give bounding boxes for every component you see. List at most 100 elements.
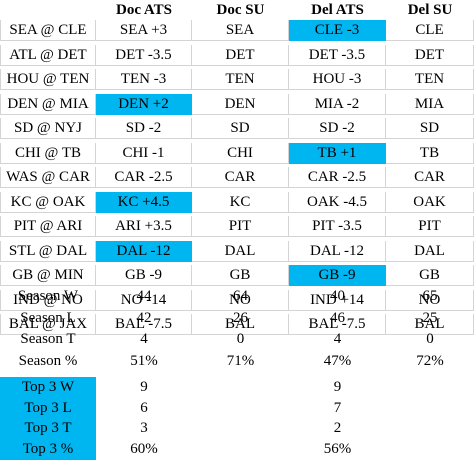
- header-cell-del-ats[interactable]: Del ATS: [311, 2, 364, 18]
- header-cell-doc-su[interactable]: Doc SU: [216, 2, 265, 18]
- doc-su-pick-cell[interactable]: BAL: [192, 314, 289, 335]
- doc-su-pick-cell[interactable]: DAL: [192, 240, 289, 262]
- doc-su-pick-cell[interactable]: PIT: [192, 216, 289, 237]
- doc-su-pick-cell[interactable]: TEN: [192, 69, 289, 90]
- del-ats-pick-cell[interactable]: CLE -3: [289, 20, 386, 41]
- season-doc-ats-cell[interactable]: 4: [140, 331, 148, 347]
- del-su-pick-cell[interactable]: TB: [386, 142, 474, 164]
- del-su-pick-cell[interactable]: CLE: [386, 20, 474, 41]
- del-su-pick-cell[interactable]: CAR: [386, 167, 474, 188]
- doc-ats-pick-cell[interactable]: DET -3.5: [96, 44, 192, 66]
- del-su-pick-cell[interactable]: DAL: [386, 240, 474, 262]
- top3-label-cell[interactable]: Top 3 %: [0, 438, 96, 460]
- doc-ats-pick-cell[interactable]: SEA +3: [96, 20, 192, 41]
- season-doc-ats-cell[interactable]: 44: [136, 288, 152, 304]
- season-del-ats-cell[interactable]: 40: [330, 288, 345, 304]
- season-label-cell[interactable]: Season W: [17, 288, 79, 304]
- game-matchup-cell[interactable]: ATL @ DET: [0, 44, 96, 66]
- del-ats-pick-cell[interactable]: DET -3.5: [289, 44, 386, 66]
- del-ats-pick-cell[interactable]: IND +14: [289, 289, 386, 311]
- season-del-ats-cell[interactable]: 4: [333, 331, 342, 347]
- del-su-pick-cell[interactable]: TEN: [386, 69, 474, 90]
- del-ats-pick-cell[interactable]: OAK -4.5: [289, 191, 386, 213]
- season-label-cell[interactable]: Season %: [18, 352, 78, 369]
- doc-su-pick-cell[interactable]: CHI: [192, 142, 289, 164]
- doc-su-pick-cell[interactable]: DET: [192, 44, 289, 66]
- top3-del-ats-cell[interactable]: 56%: [323, 440, 352, 457]
- top3-doc-ats-cell[interactable]: 6: [140, 399, 148, 416]
- header-cell-doc-ats[interactable]: Doc ATS: [116, 2, 172, 18]
- season-doc-su-cell[interactable]: 64: [233, 288, 248, 304]
- season-doc-su-cell[interactable]: 26: [233, 309, 248, 326]
- del-su-pick-cell[interactable]: MIA: [386, 93, 474, 115]
- top3-doc-ats-cell[interactable]: 9: [140, 379, 148, 395]
- game-matchup-cell[interactable]: STL @ DAL: [0, 240, 96, 262]
- top3-doc-ats-cell[interactable]: 60%: [130, 440, 158, 457]
- del-su-pick-cell[interactable]: SD: [386, 118, 474, 139]
- game-matchup-cell[interactable]: WAS @ CAR: [0, 167, 96, 188]
- doc-ats-pick-cell[interactable]: CHI -1: [96, 142, 192, 164]
- season-doc-su-cell[interactable]: 71%: [226, 352, 255, 369]
- game-matchup-cell[interactable]: CHI @ TB: [0, 142, 96, 164]
- game-matchup-cell[interactable]: KC @ OAK: [0, 191, 96, 213]
- season-doc-ats-cell[interactable]: 51%: [130, 352, 158, 369]
- doc-su-pick-cell[interactable]: SD: [192, 118, 289, 139]
- season-del-ats-cell[interactable]: 46: [330, 309, 345, 326]
- top3-del-ats-cell[interactable]: 2: [333, 420, 342, 436]
- doc-ats-pick-cell[interactable]: GB -9: [96, 265, 192, 286]
- doc-su-pick-cell[interactable]: KC: [192, 191, 289, 213]
- game-matchup-cell[interactable]: HOU @ TEN: [0, 69, 96, 90]
- doc-ats-pick-cell[interactable]: CAR -2.5: [96, 167, 192, 188]
- game-matchup-cell[interactable]: DEN @ MIA: [0, 93, 96, 115]
- season-del-su-cell[interactable]: 0: [426, 331, 434, 347]
- doc-ats-pick-cell[interactable]: ARI +3.5: [96, 216, 192, 237]
- season-label-cell[interactable]: Season L: [20, 309, 76, 326]
- top3-del-ats-cell[interactable]: 7: [333, 399, 342, 416]
- del-su-pick-cell[interactable]: OAK: [386, 191, 474, 213]
- del-ats-pick-cell[interactable]: HOU -3: [289, 69, 386, 90]
- top3-label-cell[interactable]: Top 3 L: [0, 397, 96, 419]
- del-ats-pick-cell[interactable]: SD -2: [289, 118, 386, 139]
- del-ats-pick-cell[interactable]: CAR -2.5: [289, 167, 386, 188]
- del-ats-pick-cell[interactable]: MIA -2: [289, 93, 386, 115]
- del-su-pick-cell[interactable]: DET: [386, 44, 474, 66]
- doc-ats-pick-cell[interactable]: DAL -12: [96, 240, 192, 262]
- game-matchup-cell[interactable]: GB @ MIN: [0, 265, 96, 286]
- doc-ats-pick-cell[interactable]: BAL -7.5: [96, 314, 192, 335]
- season-doc-su-cell[interactable]: 0: [236, 331, 245, 347]
- header-cell-del-su[interactable]: Del SU: [407, 2, 453, 18]
- season-doc-ats-cell[interactable]: 42: [136, 309, 152, 326]
- del-ats-pick-cell[interactable]: TB +1: [289, 142, 386, 164]
- game-matchup-cell[interactable]: IND @ NO: [0, 289, 96, 311]
- doc-ats-pick-cell[interactable]: DEN +2: [96, 93, 192, 115]
- doc-su-pick-cell[interactable]: CAR: [192, 167, 289, 188]
- season-del-ats-cell[interactable]: 47%: [323, 352, 352, 369]
- season-del-su-cell[interactable]: 25: [422, 309, 438, 326]
- doc-ats-pick-cell[interactable]: TEN -3: [96, 69, 192, 90]
- game-matchup-cell[interactable]: SEA @ CLE: [0, 20, 96, 41]
- season-del-su-cell[interactable]: 65: [422, 288, 438, 304]
- del-su-pick-cell[interactable]: PIT: [386, 216, 474, 237]
- del-ats-pick-cell[interactable]: DAL -12: [289, 240, 386, 262]
- del-su-pick-cell[interactable]: GB: [386, 265, 474, 286]
- del-ats-pick-cell[interactable]: BAL -7.5: [289, 314, 386, 335]
- doc-ats-pick-cell[interactable]: KC +4.5: [96, 191, 192, 213]
- doc-su-pick-cell[interactable]: NO: [192, 289, 289, 311]
- doc-su-pick-cell[interactable]: SEA: [192, 20, 289, 41]
- doc-ats-pick-cell[interactable]: SD -2: [96, 118, 192, 139]
- game-matchup-cell[interactable]: BAL @ JAX: [0, 314, 96, 335]
- season-label-cell[interactable]: Season T: [20, 331, 76, 347]
- season-del-su-cell[interactable]: 72%: [416, 352, 444, 369]
- top3-del-ats-cell[interactable]: 9: [333, 379, 342, 395]
- top3-label-cell[interactable]: Top 3 W: [0, 377, 96, 398]
- top3-label-cell[interactable]: Top 3 T: [0, 418, 96, 439]
- del-ats-pick-cell[interactable]: PIT -3.5: [289, 216, 386, 237]
- doc-su-pick-cell[interactable]: GB: [192, 265, 289, 286]
- top3-doc-ats-cell[interactable]: 3: [140, 420, 148, 436]
- game-matchup-cell[interactable]: SD @ NYJ: [0, 118, 96, 139]
- doc-ats-pick-cell[interactable]: NO -14: [96, 289, 192, 311]
- doc-su-pick-cell[interactable]: DEN: [192, 93, 289, 115]
- del-ats-pick-cell[interactable]: GB -9: [289, 265, 386, 286]
- game-matchup-cell[interactable]: PIT @ ARI: [0, 216, 96, 237]
- header-cell-game[interactable]: [0, 0, 96, 21]
